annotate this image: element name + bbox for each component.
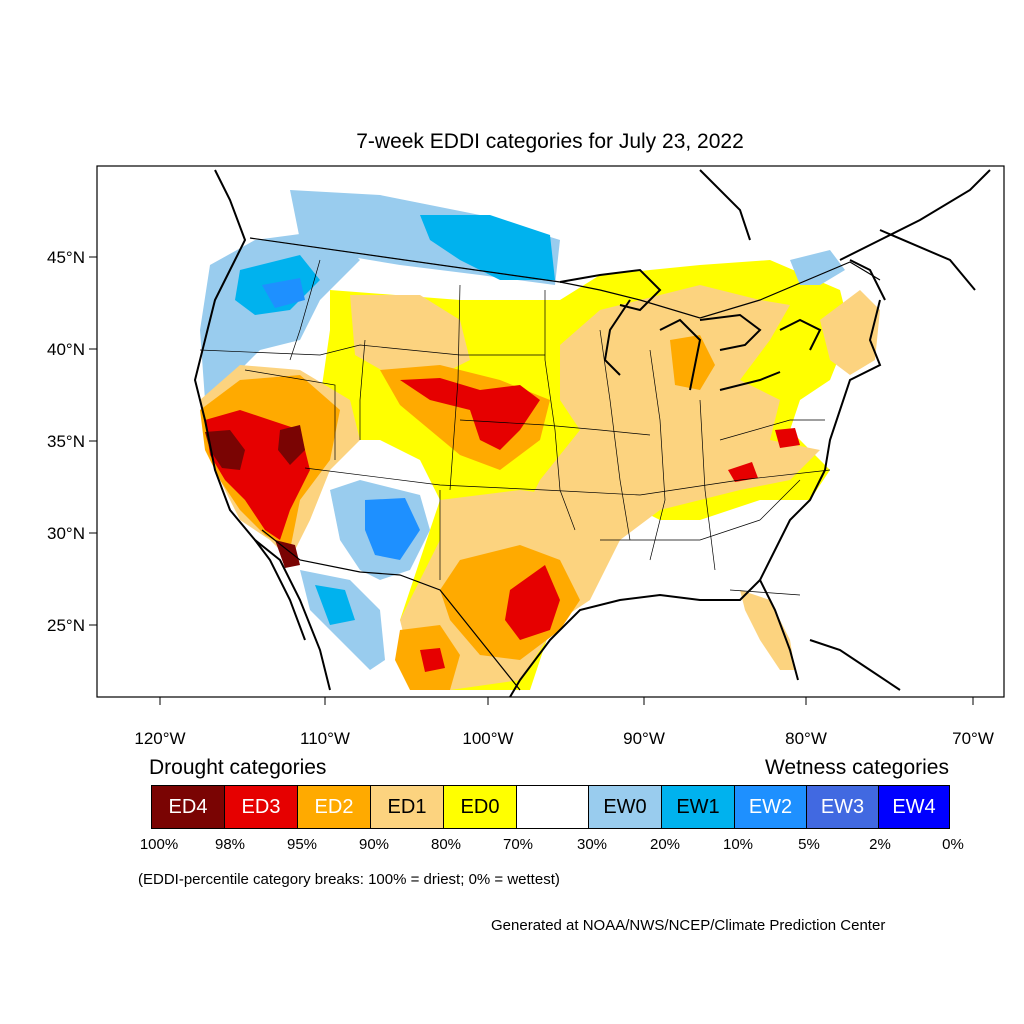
ed3-swtx — [420, 648, 445, 672]
legend-ew0: EW0 — [588, 785, 662, 829]
lon-axis — [159, 697, 974, 705]
legend-ew2-label: EW2 — [748, 795, 793, 818]
legend-tick-95: 95% — [286, 836, 318, 853]
legend-ed4-label: ED4 — [168, 795, 208, 818]
ed1-plains — [350, 295, 470, 380]
lon-label-90: 90°W — [623, 729, 665, 748]
lat-label-25: 25°N — [47, 616, 85, 635]
legend-tick-30: 30% — [576, 836, 608, 853]
map-frame — [96, 165, 1005, 698]
legend-tick-90: 90% — [358, 836, 390, 853]
northeast-ew0 — [790, 250, 845, 285]
legend-ed2: ED2 — [297, 785, 371, 829]
legend-neutral — [516, 785, 589, 829]
lat-label-35: 35°N — [47, 432, 85, 451]
legend-tick-80: 80% — [430, 836, 462, 853]
ed1-northeast — [820, 290, 880, 375]
lon-label-110: 110°W — [300, 729, 350, 748]
lon-label-80: 80°W — [785, 729, 827, 748]
drought-heading: Drought categories — [149, 756, 327, 779]
legend-ew2: EW2 — [734, 785, 807, 829]
legend-ed1: ED1 — [370, 785, 444, 829]
eddi-map: 45°N 40°N 35°N 30°N 25°N 120°W 110°W 100… — [47, 165, 1005, 748]
legend-tick-5: 5% — [798, 836, 820, 853]
np-ew1 — [420, 215, 555, 280]
ed3-texas — [505, 565, 560, 640]
ed3-plains — [400, 378, 540, 450]
legend-ew4-label: EW4 — [892, 795, 936, 818]
legend-tick-100: 100% — [139, 836, 179, 853]
legend-ed1-label: ED1 — [387, 795, 427, 818]
ed3-tennessee — [728, 462, 758, 482]
legend-ew1: EW1 — [661, 785, 735, 829]
ed4-arizona — [275, 540, 300, 568]
lat-label-30: 30°N — [47, 524, 85, 543]
legend-ed0: ED0 — [443, 785, 517, 829]
ed4-nevada — [278, 425, 305, 465]
legend-ed2-label: ED2 — [314, 795, 354, 818]
legend-tick-10: 10% — [722, 836, 754, 853]
legend-tick-70: 70% — [502, 836, 534, 853]
legend-tick-20: 20% — [649, 836, 681, 853]
legend-ew1-label: EW1 — [676, 795, 720, 818]
legend-ew3: EW3 — [806, 785, 879, 829]
legend-ew0-label: EW0 — [603, 795, 647, 818]
lon-label-120: 120°W — [134, 729, 185, 748]
map-field — [193, 169, 991, 697]
coastlines — [193, 169, 991, 697]
mexico-ew1 — [315, 585, 355, 625]
ed4-california — [205, 430, 245, 470]
border-mexico — [261, 529, 521, 691]
legend-ew3-label: EW3 — [820, 795, 865, 818]
credit-line: Generated at NOAA/NWS/NCEP/Climate Predi… — [491, 917, 886, 934]
category-note: (EDDI-percentile category breaks: 100% =… — [138, 871, 560, 888]
legend-ed0-label: ED0 — [460, 795, 500, 818]
ed2-michigan — [670, 335, 715, 390]
border-canada — [249, 237, 881, 319]
ed1-florida — [740, 590, 795, 670]
nw-ew2 — [262, 278, 305, 308]
wetness-heading: Wetness categories — [764, 756, 949, 779]
legend-ed4: ED4 — [151, 785, 225, 829]
ed3-virginia — [775, 428, 800, 448]
lat-axis — [89, 256, 97, 626]
legend-ed3-label: ED3 — [241, 795, 281, 818]
lon-label-100: 100°W — [462, 729, 513, 748]
legend-tick-2: 2% — [869, 836, 891, 853]
legend-tick-0: 0% — [942, 836, 964, 853]
legend-tick-98: 98% — [214, 836, 246, 853]
lat-label-40: 40°N — [47, 340, 85, 359]
map-title: 7-week EDDI categories for July 23, 2022 — [356, 130, 744, 153]
lat-label-45: 45°N — [47, 248, 85, 267]
legend-ed3: ED3 — [224, 785, 298, 829]
lon-label-70: 70°W — [952, 729, 994, 748]
legend-ew4: EW4 — [878, 785, 950, 829]
sw-ew2 — [365, 498, 420, 560]
